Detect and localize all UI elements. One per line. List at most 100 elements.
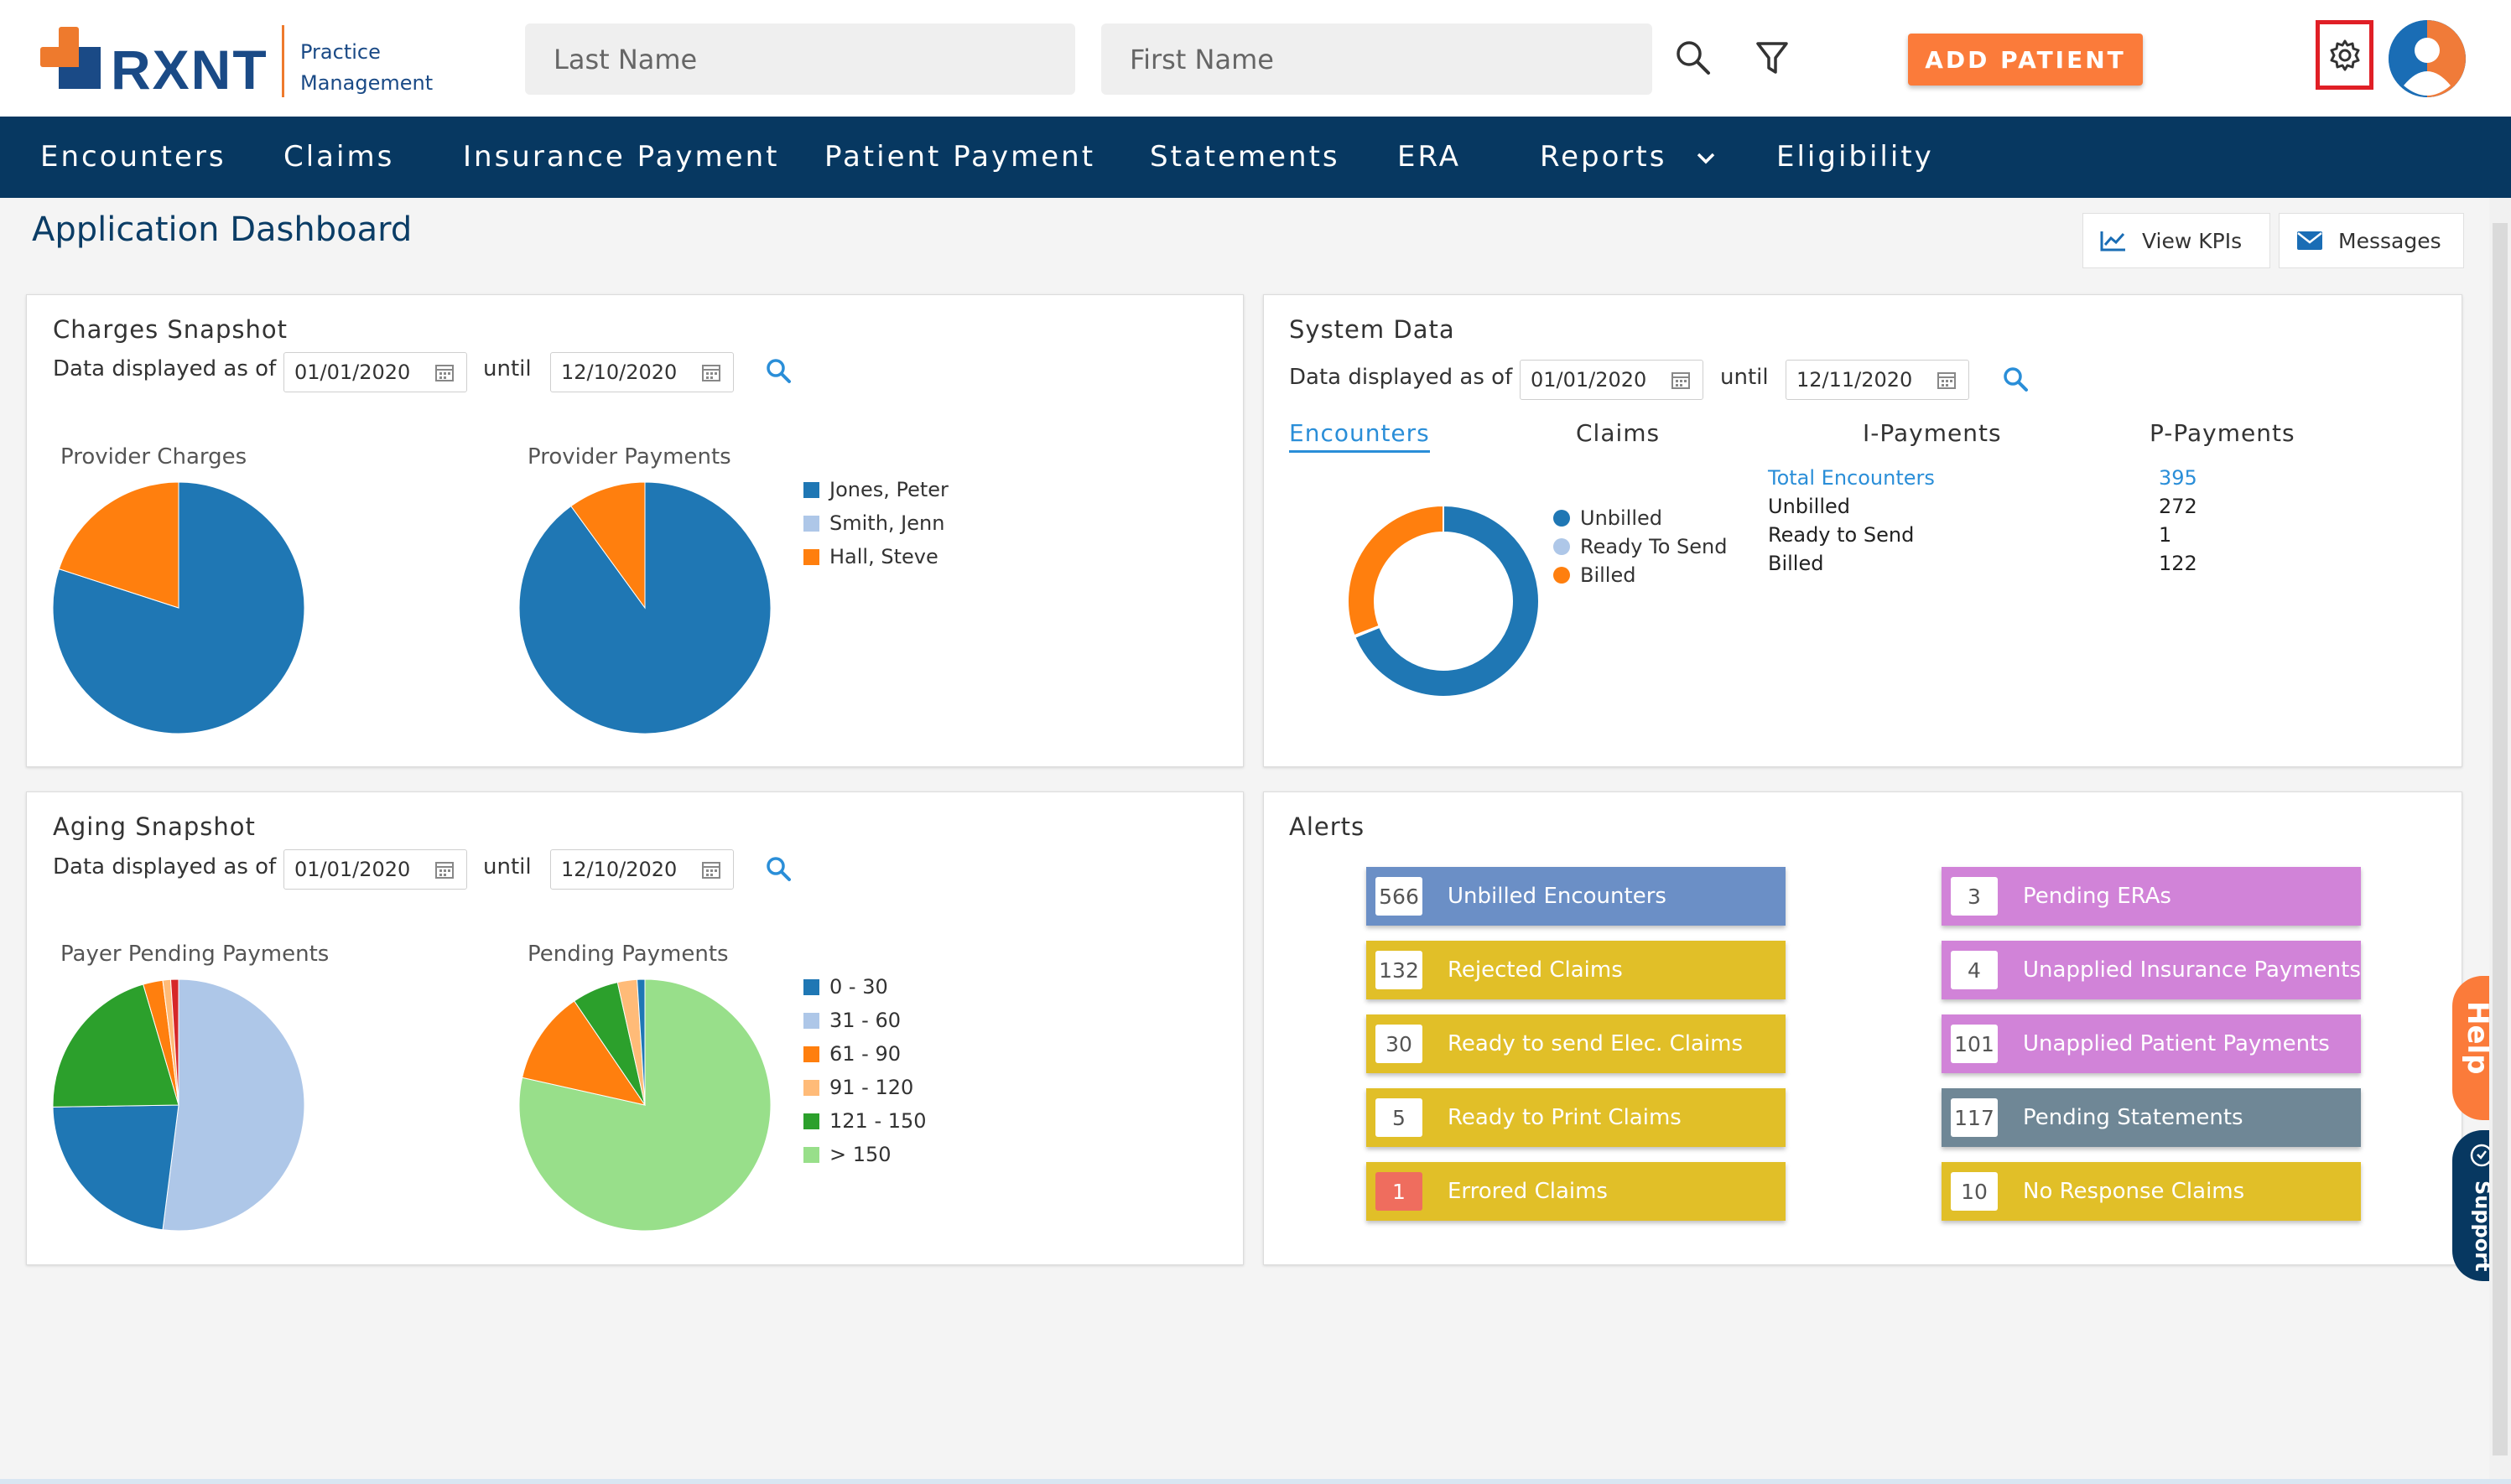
legend-item[interactable]: > 150 xyxy=(803,1143,892,1166)
provider-charges-label: Provider Charges xyxy=(60,444,247,470)
bottom-divider xyxy=(0,1479,2511,1484)
nav-insurance-payment[interactable]: Insurance Payment xyxy=(463,140,780,174)
legend-item[interactable]: 91 - 120 xyxy=(803,1076,913,1099)
charges-snapshot-title: Charges Snapshot xyxy=(53,315,288,344)
view-kpis-label: View KPIs xyxy=(2142,228,2243,253)
total-encounters-label[interactable]: Total Encounters xyxy=(1768,466,1935,490)
alert-unapplied-patient-payments[interactable]: 101 Unapplied Patient Payments xyxy=(1942,1014,2361,1073)
alert-pending-statements[interactable]: 117 Pending Statements xyxy=(1942,1088,2361,1147)
charges-from-date-input[interactable]: 01/01/2020 xyxy=(283,352,467,392)
tab-i-payments[interactable]: I-Payments xyxy=(1863,419,2002,447)
pie-slice-31-60[interactable] xyxy=(162,978,305,1232)
system-from-date-input[interactable]: 01/01/2020 xyxy=(1520,360,1703,400)
app-header: RXNT Practice Management ADD PATIENT xyxy=(0,0,2511,117)
add-patient-button[interactable]: ADD PATIENT xyxy=(1908,34,2143,86)
nav-encounters[interactable]: Encounters xyxy=(40,140,226,174)
provider-payments-label: Provider Payments xyxy=(528,444,731,470)
legend-item[interactable]: 121 - 150 xyxy=(803,1109,927,1133)
tab-claims[interactable]: Claims xyxy=(1576,419,1661,447)
legend-item[interactable]: 31 - 60 xyxy=(803,1009,901,1032)
alerts-title: Alerts xyxy=(1289,812,1365,841)
charges-to-date-input[interactable]: 12/10/2020 xyxy=(550,352,734,392)
pending-payments-label: Pending Payments xyxy=(528,942,729,967)
page-scrollbar[interactable] xyxy=(2489,198,2511,1484)
legend-item[interactable]: Billed xyxy=(1553,563,1635,587)
payer-pending-label: Payer Pending Payments xyxy=(60,942,330,967)
aging-from-date-input[interactable]: 01/01/2020 xyxy=(283,849,467,890)
aging-to-date-input[interactable]: 12/10/2020 xyxy=(550,849,734,890)
legend-item[interactable]: Ready To Send xyxy=(1553,535,1727,558)
user-avatar[interactable] xyxy=(2389,20,2466,97)
tab-p-payments[interactable]: P-Payments xyxy=(2150,419,2295,447)
nav-claims[interactable]: Claims xyxy=(283,140,395,174)
pie-slice-hall-steve[interactable] xyxy=(58,481,179,609)
nav-era[interactable]: ERA xyxy=(1397,140,1461,174)
system-search-icon[interactable] xyxy=(2002,366,2029,392)
tab-encounters[interactable]: Encounters xyxy=(1289,419,1430,453)
total-encounters-value[interactable]: 395 xyxy=(2159,466,2197,490)
pie-slice-0-30[interactable] xyxy=(52,1104,179,1231)
alert-ready-to-send-elec-claims[interactable]: 30 Ready to send Elec. Claims xyxy=(1366,1014,1786,1073)
aging-to-date-value: 12/10/2020 xyxy=(561,858,678,881)
alert-errored-claims[interactable]: 1 Errored Claims xyxy=(1366,1162,1786,1221)
billed-value: 122 xyxy=(2159,552,2197,575)
nav-eligibility[interactable]: Eligibility xyxy=(1776,140,1934,174)
nav-reports[interactable]: Reports xyxy=(1540,117,1717,198)
alert-count-badge: 566 xyxy=(1375,877,1422,916)
first-name-input[interactable] xyxy=(1101,23,1652,95)
pie-slice-billed[interactable] xyxy=(1347,504,1444,637)
alert-no-response-claims[interactable]: 10 No Response Claims xyxy=(1942,1162,2361,1221)
alert-count-badge: 101 xyxy=(1951,1025,1998,1063)
pie-slice-other[interactable] xyxy=(169,978,179,1106)
pie-slice-unbilled[interactable] xyxy=(1354,504,1540,698)
last-name-input[interactable] xyxy=(525,23,1075,95)
search-icon[interactable] xyxy=(1672,37,1714,79)
legend-item[interactable]: Hall, Steve xyxy=(803,545,938,568)
messages-button[interactable]: Messages xyxy=(2279,213,2464,268)
alert-unapplied-insurance-payments[interactable]: 4 Unapplied Insurance Payments xyxy=(1942,941,2361,999)
pie-slice-121-150[interactable] xyxy=(52,983,179,1108)
nav-statements[interactable]: Statements xyxy=(1150,140,1340,174)
system-to-date-input[interactable]: 12/11/2020 xyxy=(1786,360,1969,400)
legend-label: 31 - 60 xyxy=(829,1009,901,1032)
view-kpis-button[interactable]: View KPIs xyxy=(2082,213,2270,268)
legend-item[interactable]: 0 - 30 xyxy=(803,975,888,999)
calendar-icon xyxy=(435,862,454,879)
legend-label: 91 - 120 xyxy=(829,1076,914,1099)
alert-label: Unapplied Insurance Payments xyxy=(2023,957,2361,983)
legend-item[interactable]: Smith, Jenn xyxy=(803,511,944,535)
provider-payments-pie xyxy=(518,481,772,734)
legend-item[interactable]: 61 - 90 xyxy=(803,1042,901,1066)
legend-item[interactable]: Unbilled xyxy=(1553,506,1662,530)
alert-ready-to-print-claims[interactable]: 5 Ready to Print Claims xyxy=(1366,1088,1786,1147)
legend-item[interactable]: Jones, Peter xyxy=(803,478,949,501)
calendar-icon xyxy=(1671,372,1690,389)
legend-label: 121 - 150 xyxy=(829,1109,927,1133)
alert-unbilled-encounters[interactable]: 566 Unbilled Encounters xyxy=(1366,867,1786,926)
logo-subtitle-line1: Practice xyxy=(300,40,381,64)
pie-slice-0-30[interactable] xyxy=(637,978,646,1106)
legend-swatch xyxy=(1553,567,1570,584)
legend-swatch xyxy=(803,1113,819,1129)
legend-label: Billed xyxy=(1580,563,1636,587)
alert-rejected-claims[interactable]: 132 Rejected Claims xyxy=(1366,941,1786,999)
legend-swatch xyxy=(803,515,819,532)
nav-patient-payment[interactable]: Patient Payment xyxy=(824,140,1096,174)
charges-snapshot-panel: Charges Snapshot Data displayed as of 01… xyxy=(26,294,1244,767)
settings-button[interactable] xyxy=(2316,20,2373,90)
alert-label: Unapplied Patient Payments xyxy=(2023,1031,2330,1056)
charges-search-icon[interactable] xyxy=(765,357,792,384)
aging-search-icon[interactable] xyxy=(765,855,792,882)
alert-pending-eras[interactable]: 3 Pending ERAs xyxy=(1942,867,2361,926)
pie-slice-61-90[interactable] xyxy=(522,1000,647,1106)
pie-slice-hall-steve[interactable] xyxy=(570,481,646,610)
aging-snapshot-title: Aging Snapshot xyxy=(53,812,256,841)
scrollbar-thumb[interactable] xyxy=(2493,223,2508,1455)
user-avatar-icon xyxy=(2389,20,2466,97)
system-data-title: System Data xyxy=(1289,315,1455,344)
charges-from-date-value: 01/01/2020 xyxy=(294,361,411,384)
logo-divider xyxy=(282,25,284,97)
legend-swatch xyxy=(803,1079,819,1096)
filter-icon[interactable] xyxy=(1751,37,1793,79)
unbilled-value: 272 xyxy=(2159,495,2197,518)
